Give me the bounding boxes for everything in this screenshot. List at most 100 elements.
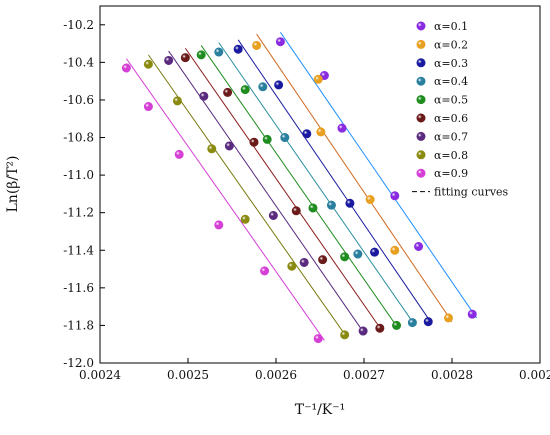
fit-line-4 — [218, 42, 416, 326]
data-point-series-3 — [302, 129, 312, 139]
y-tick-label: -12.0 — [63, 356, 94, 370]
axis-ticks: 0.0024 0.0025 0.0026 0.0027 0.0028 0.0029 -10.… — [63, 18, 550, 382]
legend-marker — [416, 39, 426, 49]
data-point-series-6 — [223, 87, 233, 97]
data-points — [121, 37, 477, 344]
data-point-series-1 — [467, 309, 477, 319]
fit-line-2 — [256, 33, 453, 322]
data-point-series-3 — [233, 44, 243, 54]
y-tick-label: -10.6 — [63, 93, 94, 107]
data-point-series-5 — [340, 252, 350, 262]
legend-marker — [416, 150, 426, 160]
data-point-series-3 — [345, 198, 355, 208]
y-tick-label: -11.8 — [63, 318, 94, 332]
legend-label: α=0.7 — [434, 130, 468, 143]
legend-label: α=0.5 — [434, 94, 468, 107]
data-point-series-3 — [274, 80, 284, 90]
y-tick-label: -10.4 — [63, 55, 94, 69]
legend-marker — [416, 113, 426, 123]
data-point-series-5 — [240, 85, 250, 95]
fit-line-6 — [184, 47, 383, 331]
fit-line-9 — [125, 58, 325, 341]
x-tick-label: 0.0028 — [431, 368, 473, 382]
data-point-series-1 — [390, 191, 400, 201]
fit-line-7 — [168, 50, 365, 334]
data-point-series-4 — [326, 200, 336, 210]
legend-marker — [416, 58, 426, 68]
plot-frame — [99, 5, 541, 364]
fit-lines — [125, 32, 478, 341]
legend-label: α=0.1 — [434, 20, 468, 33]
data-point-series-2 — [252, 40, 262, 50]
data-point-series-7 — [164, 55, 174, 65]
data-point-series-8 — [340, 330, 350, 340]
data-point-series-5 — [392, 320, 402, 330]
fit-line-3 — [237, 39, 433, 324]
data-point-series-9 — [174, 149, 184, 159]
data-point-series-2 — [443, 313, 453, 323]
data-point-series-2 — [313, 74, 323, 84]
legend-label: α=0.4 — [434, 75, 468, 88]
data-point-series-2 — [365, 195, 375, 205]
data-point-series-4 — [407, 318, 417, 328]
data-point-series-3 — [370, 247, 380, 257]
data-point-series-8 — [172, 96, 182, 106]
legend: α=0.1 α=0.2 α=0.3 α=0.4 α=0.5 α=0.6 α=0.7 α=0.8… — [412, 20, 509, 199]
data-point-series-8 — [143, 59, 153, 69]
x-axis-label: T⁻¹/K⁻¹ — [295, 402, 346, 418]
x-tick-label: 0.0024 — [79, 368, 121, 382]
data-point-series-4 — [214, 47, 224, 57]
legend-label: α=0.3 — [434, 57, 468, 70]
data-point-series-7 — [224, 141, 234, 151]
legend-label: α=0.9 — [434, 167, 468, 180]
x-tick-label: 0.0025 — [167, 368, 209, 382]
data-point-series-9 — [260, 266, 270, 276]
data-point-series-4 — [258, 82, 268, 92]
legend-marker — [416, 131, 426, 141]
x-tick-label: 0.0026 — [255, 368, 297, 382]
data-point-series-8 — [240, 214, 250, 224]
data-point-series-1 — [414, 242, 424, 252]
legend-label: α=0.8 — [434, 149, 468, 162]
data-point-series-7 — [358, 326, 368, 336]
data-point-series-6 — [375, 323, 385, 333]
y-tick-label: -10.8 — [63, 131, 94, 145]
data-point-series-9 — [214, 220, 224, 230]
data-point-series-8 — [207, 144, 217, 154]
legend-fit-label: fitting curves — [434, 186, 509, 199]
y-tick-label: -11.6 — [63, 281, 94, 295]
y-tick-label: -11.4 — [63, 243, 94, 257]
legend-marker — [416, 21, 426, 31]
data-point-series-2 — [390, 245, 400, 255]
x-tick-label: 0.0027 — [343, 368, 385, 382]
data-point-series-9 — [121, 63, 131, 73]
data-point-series-1 — [275, 37, 285, 47]
data-point-series-4 — [353, 249, 363, 259]
data-point-series-2 — [316, 127, 326, 137]
data-point-series-5 — [196, 50, 206, 60]
y-tick-label: -10.2 — [63, 18, 94, 32]
data-point-series-7 — [199, 91, 209, 101]
data-point-series-6 — [291, 206, 301, 216]
x-tick-label: 0.0029 — [519, 368, 550, 382]
legend-marker — [416, 95, 426, 105]
data-point-series-6 — [180, 53, 190, 63]
data-point-series-9 — [143, 102, 153, 112]
legend-marker — [416, 168, 426, 178]
y-tick-label: -11.0 — [63, 168, 94, 182]
data-point-series-3 — [423, 317, 433, 327]
legend-marker — [416, 76, 426, 86]
data-point-series-5 — [262, 134, 272, 144]
data-point-series-7 — [268, 211, 278, 221]
fit-line-5 — [200, 45, 398, 328]
fit-line-1 — [279, 32, 478, 319]
data-point-series-9 — [313, 334, 323, 344]
data-point-series-8 — [287, 261, 297, 271]
data-point-series-1 — [337, 123, 347, 133]
data-point-series-7 — [299, 257, 309, 267]
legend-label: α=0.2 — [434, 38, 468, 51]
legend-label: α=0.6 — [434, 112, 468, 125]
data-point-series-4 — [280, 133, 290, 143]
